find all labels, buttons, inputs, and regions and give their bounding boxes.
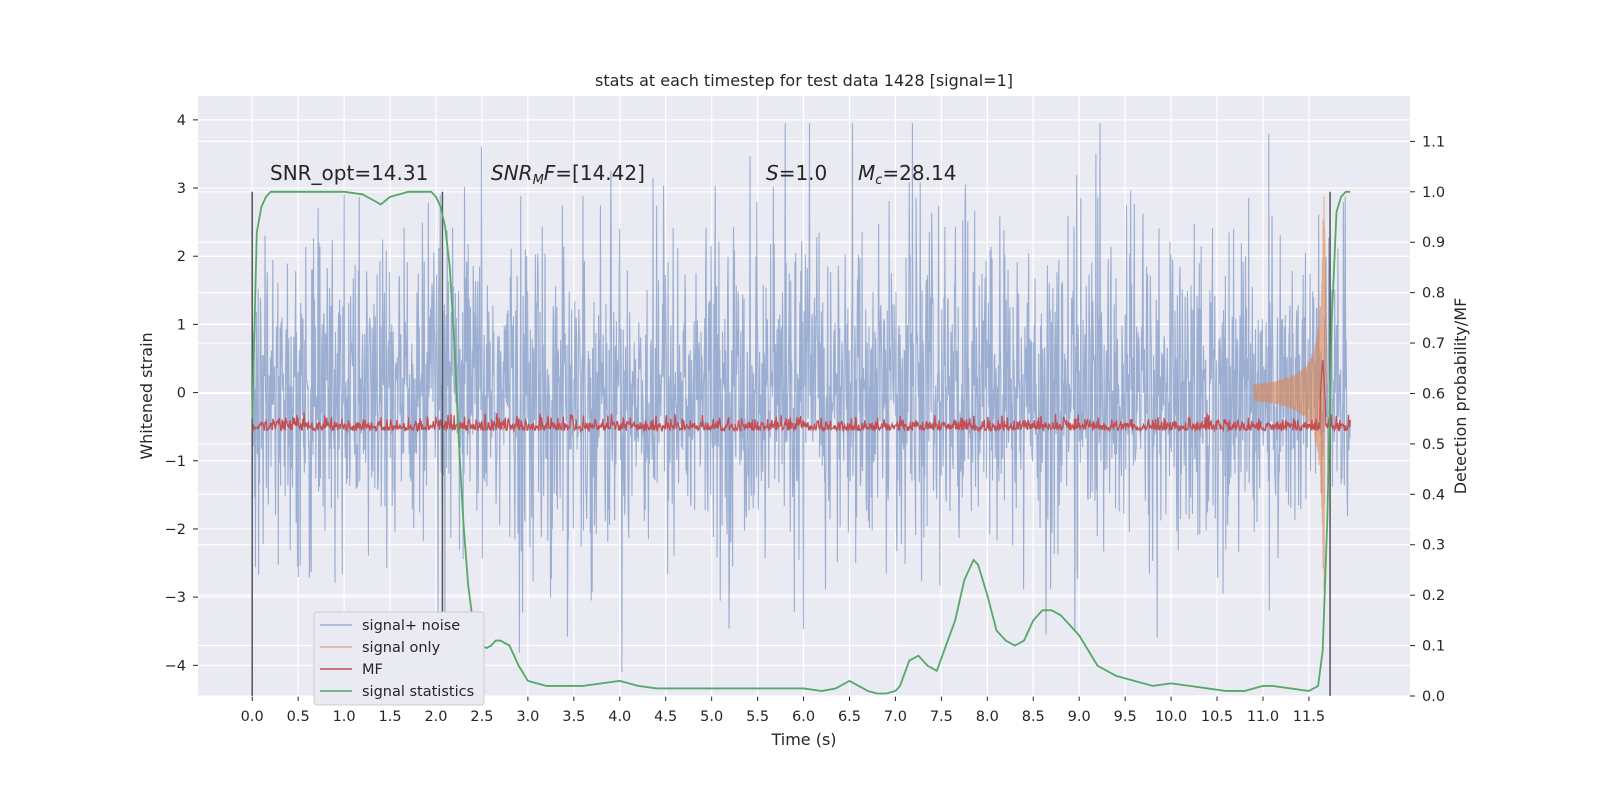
y-tick-label-right: 0.1 xyxy=(1422,639,1445,655)
y-tick-label-left: 0 xyxy=(177,386,186,402)
x-tick-label: 11.0 xyxy=(1247,709,1279,725)
x-tick-label: 9.5 xyxy=(1114,709,1137,725)
legend-label-signal-noise: signal+ noise xyxy=(362,618,460,634)
y-tick-label-right: 0.9 xyxy=(1422,235,1445,251)
x-tick-label: 2.0 xyxy=(424,709,447,725)
signal-statistics-series xyxy=(251,190,1351,695)
y-tick-label-right: 0.0 xyxy=(1422,689,1445,705)
y-tick-label-right: 1.1 xyxy=(1422,134,1445,150)
x-tick-label: 11.5 xyxy=(1293,709,1325,725)
y-tick-label-left: 2 xyxy=(177,249,186,265)
x-tick-label: 6.5 xyxy=(838,709,861,725)
x-tick-label: 1.0 xyxy=(333,709,356,725)
y-tick-label-right: 0.3 xyxy=(1422,538,1445,554)
annotation-snr-mf: SNRMF=[14.42] xyxy=(491,161,645,188)
y-axis-left-label: Whitened strain xyxy=(137,332,156,459)
x-tick-label: 6.0 xyxy=(792,709,815,725)
x-tick-label: 0.5 xyxy=(287,709,310,725)
mf-line xyxy=(251,360,1351,434)
x-tick-label: 10.5 xyxy=(1201,709,1233,725)
x-tick-label: 4.0 xyxy=(608,709,631,725)
annotations: SNR_opt=14.31 SNRMF=[14.42] S=1.0 Mc=28.… xyxy=(270,161,956,188)
x-tick-label: 2.5 xyxy=(470,709,493,725)
x-tick-label: 8.0 xyxy=(976,709,999,725)
y-tick-label-right: 0.5 xyxy=(1422,437,1445,453)
y-tick-label-right: 0.7 xyxy=(1422,336,1445,352)
x-tick-label: 3.5 xyxy=(562,709,585,725)
x-tick-label: 10.0 xyxy=(1155,709,1187,725)
legend-label-signal-statistics: signal statistics xyxy=(362,684,474,700)
y-tick-label-right: 1.0 xyxy=(1422,185,1445,201)
legend-box xyxy=(313,611,485,706)
annotation-mc: Mc=28.14 xyxy=(858,161,956,188)
x-tick-label: 4.5 xyxy=(654,709,677,725)
x-tick-label: 1.5 xyxy=(379,709,402,725)
y-tick-label-left: −3 xyxy=(165,590,186,606)
annotation-s: S=1.0 xyxy=(766,161,827,185)
y-tick-label-left: −4 xyxy=(165,658,186,674)
legend-label-signal-only: signal only xyxy=(362,640,441,656)
y-tick-label-left: 4 xyxy=(177,113,186,129)
x-tick-label: 3.0 xyxy=(516,709,539,725)
legend-label-mf: MF xyxy=(362,662,383,678)
x-tick-label: 8.5 xyxy=(1022,709,1045,725)
annotation-snr-opt: SNR_opt=14.31 xyxy=(270,161,428,185)
x-tick-label: 0.0 xyxy=(241,709,264,725)
x-tick-label: 5.0 xyxy=(700,709,723,725)
legend: signal+ noise signal only MF signal stat… xyxy=(313,611,485,706)
y-axis-right-label: Detection probability/MF xyxy=(1451,298,1470,495)
y-tick-label-right: 0.6 xyxy=(1422,386,1445,402)
y-tick-label-left: 3 xyxy=(177,181,186,197)
y-tick-label-right: 0.4 xyxy=(1422,487,1445,503)
y-tick-label-right: 0.8 xyxy=(1422,286,1445,302)
y-axis-left-ticks: 4 3 2 1 0 −1 −2 −3 −4 xyxy=(165,113,186,674)
mf-series xyxy=(251,360,1351,434)
x-tick-label: 9.0 xyxy=(1068,709,1091,725)
y-axis-right-ticks: 1.1 1.0 0.9 0.8 0.7 0.6 0.5 0.4 0.3 0.2 0.1 0.0 xyxy=(1422,134,1445,705)
x-tick-label: 7.5 xyxy=(930,709,953,725)
y-tick-label-right: 0.2 xyxy=(1422,588,1445,604)
y-tick-label-left: −1 xyxy=(165,454,186,470)
x-tick-label: 7.0 xyxy=(884,709,907,725)
x-tick-label: 5.5 xyxy=(746,709,769,725)
signal-statistics-line xyxy=(251,190,1351,695)
y-tick-label-left: 1 xyxy=(177,317,186,333)
y-tick-label-left: −2 xyxy=(165,522,186,538)
chart-title: stats at each timestep for test data 142… xyxy=(595,71,1013,90)
x-axis-label: Time (s) xyxy=(770,730,836,749)
x-axis-ticks: 0.0 0.5 1.0 1.5 2.0 2.5 3.0 3.5 4.0 4.5 5.0 5.5 6.0 6… xyxy=(241,709,1325,725)
